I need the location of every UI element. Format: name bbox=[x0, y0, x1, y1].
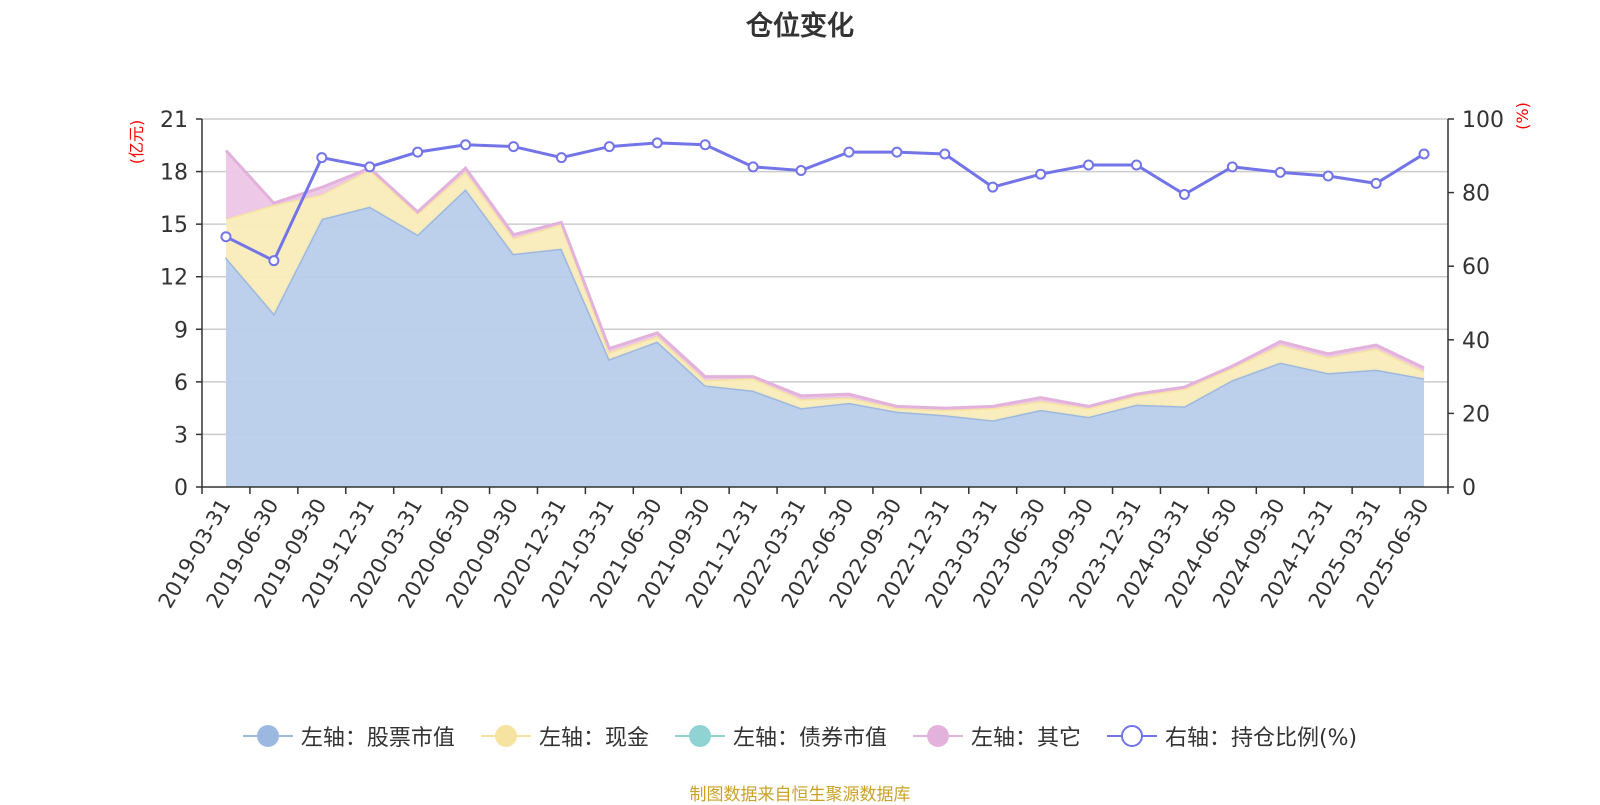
legend-marker-icon bbox=[242, 722, 293, 750]
left-tick-label: 9 bbox=[174, 318, 188, 343]
ratio-point bbox=[1178, 188, 1190, 200]
ratio-point bbox=[268, 255, 280, 267]
legend-label: 左轴：其它 bbox=[970, 726, 1081, 751]
legend-item[interactable]: 右轴：持仓比例(%) bbox=[1106, 720, 1358, 752]
ratio-point bbox=[220, 231, 232, 243]
ratio-point bbox=[1370, 177, 1382, 189]
legend-item[interactable]: 左轴：现金 bbox=[480, 720, 649, 752]
ratio-point bbox=[651, 137, 663, 149]
ratio-point bbox=[1131, 159, 1142, 171]
legend-marker-icon bbox=[912, 722, 963, 750]
ratio-point bbox=[1035, 168, 1047, 180]
source-footnote: 制图数据来自恒生聚源数据库 bbox=[689, 785, 911, 805]
area-1 bbox=[225, 189, 1425, 487]
ratio-point bbox=[843, 146, 855, 158]
ratio-point bbox=[1226, 161, 1238, 173]
ratio-point bbox=[987, 181, 999, 193]
legend-label: 左轴：现金 bbox=[538, 726, 649, 751]
ratio-point bbox=[364, 161, 376, 173]
legend-marker-icon bbox=[1106, 722, 1157, 750]
area-edge-4 bbox=[224, 149, 1425, 410]
right-tick-label: 20 bbox=[1462, 402, 1490, 427]
right-tick-label: 0 bbox=[1462, 476, 1476, 501]
left-tick-label: 21 bbox=[160, 108, 188, 133]
right-tick-label: 100 bbox=[1462, 108, 1504, 133]
ratio-point bbox=[795, 165, 807, 177]
legend-item[interactable]: 左轴：其它 bbox=[912, 720, 1081, 752]
left-tick-label: 18 bbox=[160, 161, 188, 186]
ratio-point bbox=[1322, 170, 1334, 182]
ratio-point bbox=[747, 161, 759, 173]
ratio-point bbox=[555, 152, 567, 164]
right-tick-label: 80 bbox=[1462, 182, 1490, 207]
legend: 左轴：股票市值 左轴：现金 左轴：债券市值 左轴：其它 右轴：持仓比例(%) bbox=[0, 720, 1600, 752]
ratio-point bbox=[1274, 166, 1286, 178]
ratio-point bbox=[316, 152, 328, 164]
ratio-point bbox=[1418, 148, 1430, 160]
left-tick-label: 6 bbox=[174, 371, 188, 396]
ratio-point bbox=[939, 148, 951, 160]
ratio-point bbox=[508, 141, 519, 153]
legend-label: 左轴：债券市值 bbox=[732, 726, 887, 751]
left-tick-label: 15 bbox=[160, 213, 188, 238]
legend-label: 右轴：持仓比例(%) bbox=[1164, 726, 1358, 751]
legend-marker-icon bbox=[674, 722, 725, 750]
ratio-point bbox=[699, 139, 711, 151]
area-2 bbox=[225, 169, 1425, 421]
ratio-point bbox=[1083, 159, 1095, 171]
chart-title: 仓位变化 bbox=[746, 11, 854, 42]
legend-item[interactable]: 左轴：债券市值 bbox=[674, 720, 887, 752]
left-tick-label: 0 bbox=[174, 476, 188, 501]
right-tick-label: 40 bbox=[1462, 329, 1490, 354]
left-tick-label: 12 bbox=[160, 266, 188, 291]
right-axis-unit-label: (%) bbox=[1513, 102, 1532, 130]
ratio-point bbox=[412, 146, 424, 158]
stacked-areas bbox=[224, 149, 1425, 487]
ratio-point bbox=[460, 139, 472, 151]
legend-label: 左轴：股票市值 bbox=[300, 726, 455, 751]
right-tick-label: 60 bbox=[1462, 255, 1490, 280]
ratio-line-series bbox=[220, 137, 1430, 267]
legend-marker-icon bbox=[480, 722, 531, 750]
left-tick-label: 3 bbox=[174, 423, 188, 448]
legend-item[interactable]: 左轴：股票市值 bbox=[242, 720, 455, 752]
ratio-point bbox=[603, 141, 615, 153]
left-axis-unit-label: (亿元) bbox=[127, 120, 146, 165]
ratio-point bbox=[891, 146, 903, 158]
ratio-line bbox=[225, 141, 1425, 263]
